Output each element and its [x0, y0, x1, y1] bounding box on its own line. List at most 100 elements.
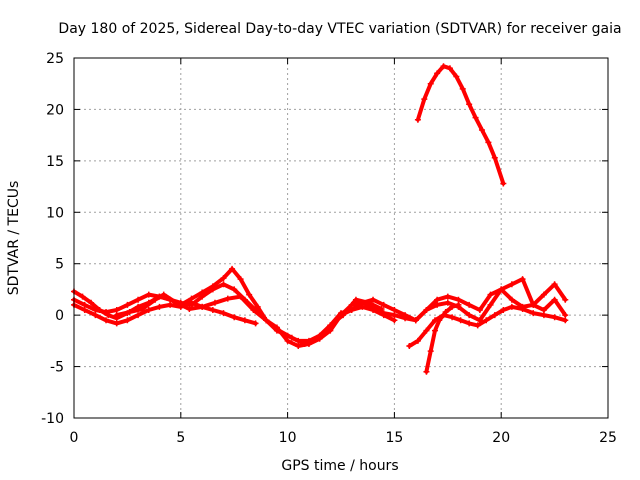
data-point — [199, 303, 206, 310]
x-tick-label: 20 — [492, 430, 510, 446]
data-point — [276, 327, 283, 334]
data-point — [246, 291, 253, 298]
data-point — [478, 127, 485, 133]
axis-ticks — [73, 57, 609, 419]
data-point — [124, 301, 131, 308]
data-point — [314, 334, 321, 341]
data-point — [301, 340, 308, 347]
plot-frame — [73, 57, 609, 419]
data-point — [231, 314, 238, 321]
data-point — [436, 317, 443, 324]
data-point — [359, 299, 366, 306]
y-tick-label: -5 — [50, 360, 64, 376]
data-point — [135, 312, 142, 319]
data-point — [288, 334, 295, 341]
data-point — [139, 305, 146, 312]
data-point — [370, 307, 377, 313]
data-point — [209, 307, 216, 313]
data-point — [562, 312, 569, 319]
data-point — [476, 307, 483, 313]
grid-lines — [74, 58, 608, 418]
data-point — [113, 312, 120, 319]
data-point — [551, 296, 558, 303]
data-point — [81, 307, 88, 313]
data-point — [455, 296, 462, 303]
data-point — [135, 296, 142, 303]
data-point — [540, 307, 547, 313]
data-point — [444, 299, 451, 306]
data-point — [370, 296, 377, 303]
data-point — [211, 299, 218, 306]
y-tick-label: 20 — [46, 102, 64, 118]
data-point — [229, 265, 236, 272]
data-point — [466, 101, 473, 108]
data-point — [124, 317, 131, 324]
data-point — [444, 293, 451, 300]
data-point — [250, 307, 257, 313]
data-point — [145, 291, 152, 298]
data-point — [519, 305, 526, 312]
y-tick-label: 0 — [55, 308, 64, 324]
data-point — [252, 320, 259, 327]
x-tick-label: 10 — [279, 430, 297, 446]
data-point — [88, 299, 95, 306]
data-point — [483, 317, 490, 324]
data-point — [188, 299, 195, 306]
data-point — [402, 312, 409, 319]
data-point — [498, 286, 505, 293]
data-point — [530, 310, 537, 317]
data-point — [220, 310, 227, 317]
data-point — [295, 343, 302, 349]
data-point — [487, 301, 494, 308]
data-point — [263, 317, 270, 324]
data-point — [440, 63, 447, 70]
data-point — [173, 299, 180, 306]
data-point — [453, 73, 460, 80]
data-point — [423, 368, 430, 375]
data-point — [562, 317, 569, 324]
data-point — [220, 281, 227, 288]
y-axis-label: SDTVAR / TECUs — [6, 181, 22, 296]
data-point — [474, 322, 481, 329]
data-point — [508, 303, 515, 310]
data-point — [500, 180, 507, 187]
data-point — [491, 154, 498, 161]
data-point — [81, 301, 88, 308]
data-point — [209, 286, 216, 293]
data-point — [348, 307, 355, 313]
data-point — [508, 281, 515, 288]
x-tick-label: 5 — [176, 430, 185, 446]
data-point — [126, 309, 133, 316]
data-point — [92, 307, 99, 313]
y-tick-label: 25 — [46, 51, 64, 67]
data-point — [352, 296, 359, 303]
data-series — [71, 63, 569, 375]
data-point — [284, 337, 291, 344]
data-point — [391, 317, 398, 324]
data-point — [327, 327, 334, 334]
data-point — [466, 320, 473, 327]
series-line-track-d — [114, 292, 384, 346]
data-point — [551, 314, 558, 321]
y-tick-label: 10 — [46, 205, 64, 221]
data-point — [449, 303, 456, 310]
data-point — [466, 312, 473, 319]
data-point — [167, 301, 174, 308]
data-point — [421, 96, 428, 103]
data-point — [434, 301, 441, 308]
data-point — [380, 301, 387, 308]
data-point — [327, 322, 334, 329]
data-point — [186, 305, 193, 312]
data-point — [113, 307, 120, 313]
data-point — [103, 317, 110, 324]
data-point — [466, 301, 473, 308]
data-point — [530, 301, 537, 308]
data-point — [237, 293, 244, 300]
data-point — [427, 80, 434, 87]
data-point — [241, 317, 248, 324]
data-point — [156, 303, 163, 310]
data-point — [487, 291, 494, 298]
data-point — [472, 114, 479, 121]
data-point — [519, 276, 526, 283]
data-point — [113, 320, 120, 327]
